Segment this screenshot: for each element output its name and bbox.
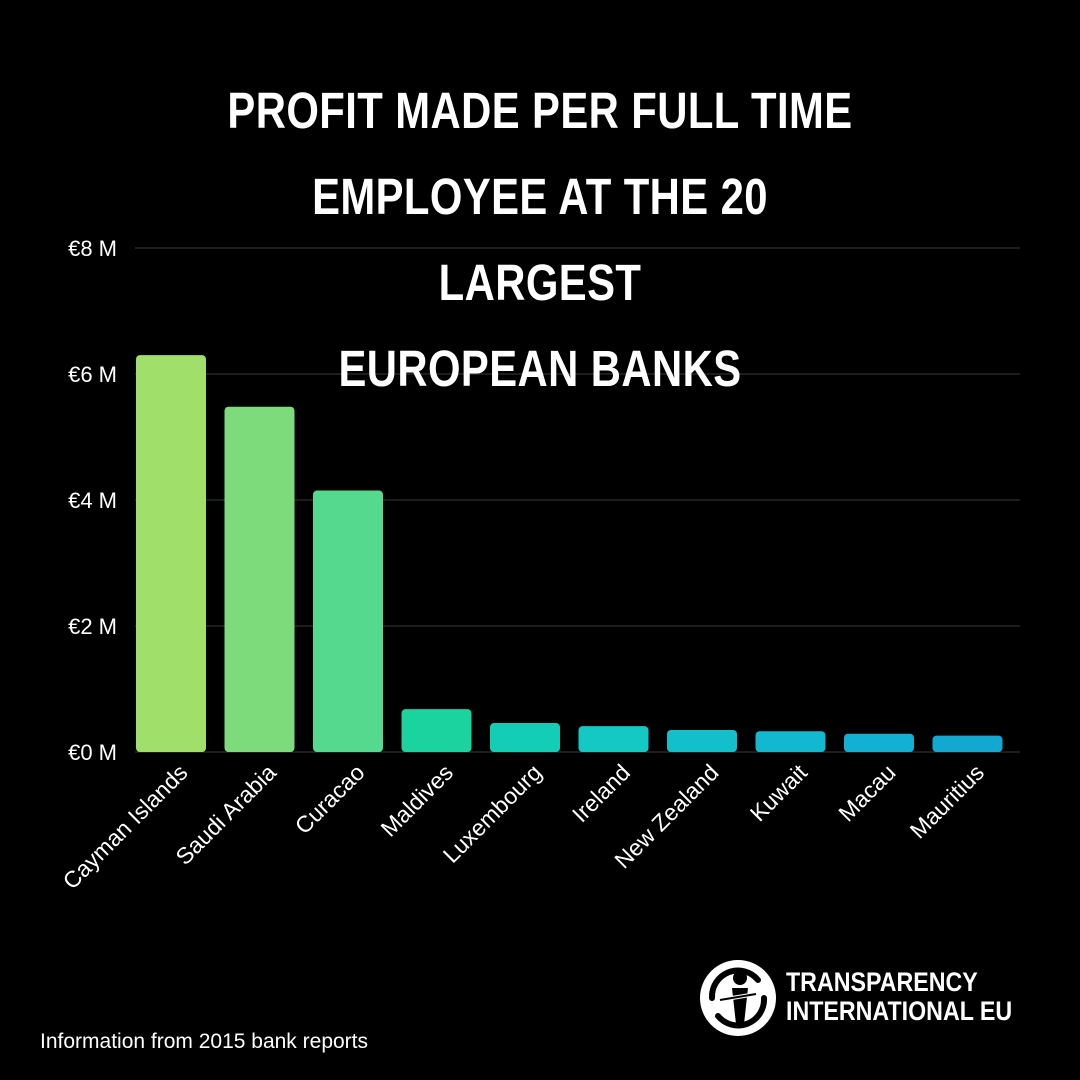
chart-title: PROFIT MADE PER FULL TIME EMPLOYEE AT TH… [212, 68, 868, 412]
y-tick-label: €6 M [68, 362, 117, 387]
bar [313, 490, 383, 752]
bar [578, 726, 649, 752]
bar [667, 729, 737, 752]
bar [755, 731, 826, 752]
title-line-2: EMPLOYEE AT THE 20 LARGEST [312, 168, 768, 311]
y-tick-label: €0 M [68, 740, 117, 765]
x-tick-label: Curacao [290, 759, 370, 839]
logo-wordmark: TRANSPARENCY INTERNATIONAL EU [786, 968, 1012, 1026]
title-line-1: PROFIT MADE PER FULL TIME [227, 82, 853, 139]
y-tick-label: €4 M [68, 488, 117, 513]
title-line-3: EUROPEAN BANKS [338, 340, 742, 397]
transparency-international-logo: TRANSPARENCY INTERNATIONAL EU [698, 958, 1043, 1038]
x-tick-label: Mauritius [905, 759, 989, 843]
x-tick-label: Ireland [567, 759, 635, 827]
transparency-international-logo-icon [700, 960, 776, 1036]
bar [490, 723, 560, 752]
y-tick-label: €2 M [68, 614, 117, 639]
bar [932, 735, 1003, 752]
bar [844, 733, 914, 752]
x-tick-label: Kuwait [745, 759, 813, 827]
bar [224, 406, 295, 752]
source-footnote: Information from 2015 bank reports [40, 1030, 369, 1053]
x-tick-label: Cayman Islands [58, 759, 193, 894]
bar [136, 355, 206, 752]
logo-line-2: INTERNATIONAL EU [786, 996, 1013, 1026]
x-tick-label: Maldives [375, 759, 458, 842]
bar [401, 709, 472, 752]
x-tick-label: Macau [833, 759, 900, 826]
logo-line-1: TRANSPARENCY [786, 967, 978, 997]
y-tick-label: €8 M [68, 236, 117, 261]
